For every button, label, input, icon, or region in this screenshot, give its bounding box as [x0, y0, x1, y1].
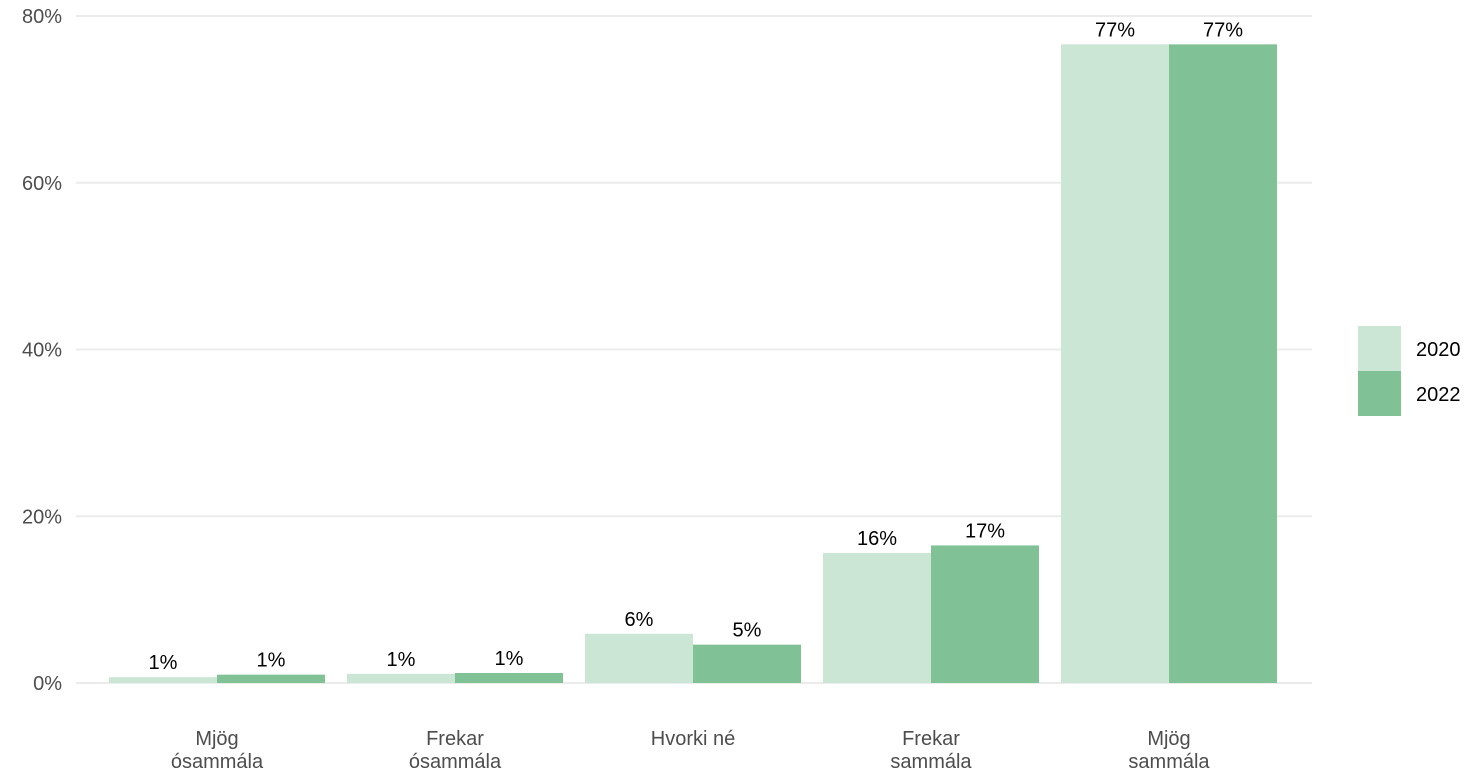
bar-2020 [1061, 44, 1169, 684]
x-category-label: Hvorki né [651, 728, 735, 750]
x-category-line: ósammála [171, 751, 264, 773]
y-tick-label: 0% [33, 673, 62, 695]
x-category-line: Hvorki né [651, 728, 735, 750]
x-category-label: Mjög sammála [1128, 728, 1210, 773]
bar-2022 [217, 674, 325, 683]
legend-swatch-2022 [1358, 371, 1401, 416]
y-tick-label: 80% [22, 6, 62, 28]
bar-2022 [455, 672, 563, 683]
bar-2020 [823, 552, 931, 683]
x-category-line: Frekar [426, 728, 484, 750]
y-tick-label: 20% [22, 506, 62, 528]
data-label: 16% [857, 528, 897, 550]
y-axis: 0% 20% 40% 60% 80% [22, 6, 62, 695]
x-category-line: sammála [1128, 751, 1210, 773]
bar-2020 [347, 673, 455, 683]
data-label: 77% [1095, 19, 1135, 41]
bar-2022 [693, 644, 801, 683]
data-label: 5% [733, 620, 762, 642]
bar-2022 [1169, 44, 1277, 684]
x-category-line: ósammála [409, 751, 502, 773]
x-category-label: Mjög ósammála [171, 728, 264, 773]
data-label: 1% [257, 650, 286, 672]
y-tick-label: 40% [22, 340, 62, 362]
data-label: 1% [149, 652, 178, 674]
data-labels: 1% 1% 1% 1% 6% 5% 16% 17% 77% 77% [149, 19, 1244, 674]
bar-2020 [585, 633, 693, 683]
data-label: 1% [495, 648, 524, 670]
x-category-line: Mjög [1147, 728, 1190, 750]
legend-swatch-2020 [1358, 326, 1401, 371]
bar-2022 [931, 545, 1039, 683]
x-category-label: Frekar sammála [890, 728, 972, 773]
legend-label: 2022 [1416, 384, 1461, 406]
data-label: 6% [625, 609, 654, 631]
bar-2020 [109, 677, 217, 683]
x-category-label: Frekar ósammála [409, 728, 502, 773]
data-label: 17% [965, 520, 1005, 542]
legend: 2020 2022 [1358, 326, 1461, 416]
x-category-line: Mjög [195, 728, 238, 750]
x-category-line: sammála [890, 751, 972, 773]
data-label: 1% [387, 649, 416, 671]
bars [109, 44, 1277, 684]
legend-label: 2020 [1416, 339, 1461, 361]
y-tick-label: 60% [22, 173, 62, 195]
x-category-line: Frekar [902, 728, 960, 750]
data-label: 77% [1203, 19, 1243, 41]
